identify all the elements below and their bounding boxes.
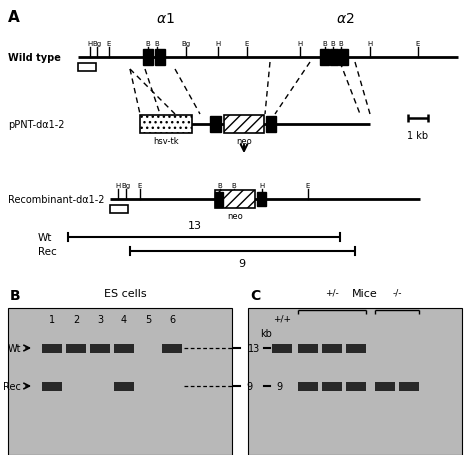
Text: Recombinant-dα1-2: Recombinant-dα1-2 [8, 195, 105, 205]
Text: +/+: +/+ [273, 314, 291, 324]
Text: 1: 1 [49, 314, 55, 324]
Text: Rec: Rec [38, 247, 57, 257]
Bar [320, 50, 329, 66]
Bar [346, 344, 366, 353]
Text: B: B [323, 41, 327, 47]
Bar [330, 50, 338, 66]
Text: Wt: Wt [38, 233, 52, 243]
Text: 1 kb: 1 kb [407, 131, 429, 141]
Bar [322, 344, 342, 353]
Bar [266, 117, 276, 133]
Text: $\alpha$2: $\alpha$2 [336, 12, 354, 26]
Text: E: E [138, 182, 142, 188]
Bar [375, 382, 395, 391]
Text: pPNT-dα1-2: pPNT-dα1-2 [8, 120, 64, 130]
Bar [248, 308, 462, 455]
Text: neo: neo [227, 212, 243, 221]
Bar [224, 116, 264, 134]
Bar [162, 344, 182, 353]
Text: H: H [297, 41, 303, 47]
Text: +/-: +/- [325, 288, 339, 298]
Bar [272, 344, 292, 353]
Text: H: H [87, 41, 92, 47]
Bar [298, 382, 318, 391]
Text: -/-: -/- [392, 288, 402, 298]
Text: Wild type: Wild type [8, 53, 61, 63]
Text: Mice: Mice [352, 288, 378, 298]
Text: Bg: Bg [121, 182, 131, 188]
Bar [143, 50, 153, 66]
Bar [346, 382, 366, 391]
Bar [8, 308, 232, 455]
Bar [339, 50, 348, 66]
Text: E: E [107, 41, 111, 47]
Bar [42, 382, 62, 391]
Bar [110, 206, 128, 213]
Text: H: H [368, 41, 373, 47]
Text: E: E [245, 41, 249, 47]
Text: E: E [306, 182, 310, 188]
Bar [298, 344, 318, 353]
Bar [322, 382, 342, 391]
Text: 9: 9 [276, 381, 282, 391]
Text: $\alpha$1: $\alpha$1 [156, 12, 174, 26]
Bar [114, 382, 134, 391]
Bar [257, 192, 266, 207]
Bar [215, 191, 255, 208]
Text: 13: 13 [248, 343, 260, 353]
Bar [140, 116, 192, 134]
Bar [399, 382, 419, 391]
Text: B: B [331, 41, 335, 47]
Text: ES cells: ES cells [104, 288, 146, 298]
Bar [155, 50, 165, 66]
Text: B: B [232, 182, 236, 188]
Text: 3: 3 [97, 314, 103, 324]
Text: Rec: Rec [3, 381, 21, 391]
Text: 4: 4 [121, 314, 127, 324]
Text: Bg: Bg [182, 41, 191, 47]
Bar [42, 344, 62, 353]
Text: 2: 2 [73, 314, 79, 324]
Text: B: B [339, 41, 343, 47]
Text: A: A [8, 10, 20, 25]
Text: 9: 9 [239, 258, 246, 268]
Bar [215, 192, 223, 207]
Text: 13: 13 [188, 221, 202, 231]
Text: H: H [115, 182, 120, 188]
Text: 13: 13 [278, 343, 290, 353]
Text: B: B [146, 41, 150, 47]
Text: E: E [416, 41, 420, 47]
Text: neo: neo [236, 136, 252, 146]
Text: H: H [259, 182, 265, 188]
Text: hsv-tk: hsv-tk [153, 136, 179, 146]
Text: kb: kb [260, 328, 272, 338]
Text: Bg: Bg [92, 41, 101, 47]
Text: B: B [218, 182, 222, 188]
Bar [90, 344, 110, 353]
Bar [78, 64, 96, 72]
Text: 6: 6 [169, 314, 175, 324]
Bar [114, 344, 134, 353]
Text: 9: 9 [246, 381, 252, 391]
Text: C: C [250, 288, 260, 302]
Text: Wt: Wt [7, 343, 21, 353]
Text: H: H [215, 41, 220, 47]
Text: B: B [155, 41, 159, 47]
Bar [66, 344, 86, 353]
Text: 5: 5 [145, 314, 151, 324]
Bar [210, 117, 221, 133]
Text: B: B [10, 288, 21, 302]
